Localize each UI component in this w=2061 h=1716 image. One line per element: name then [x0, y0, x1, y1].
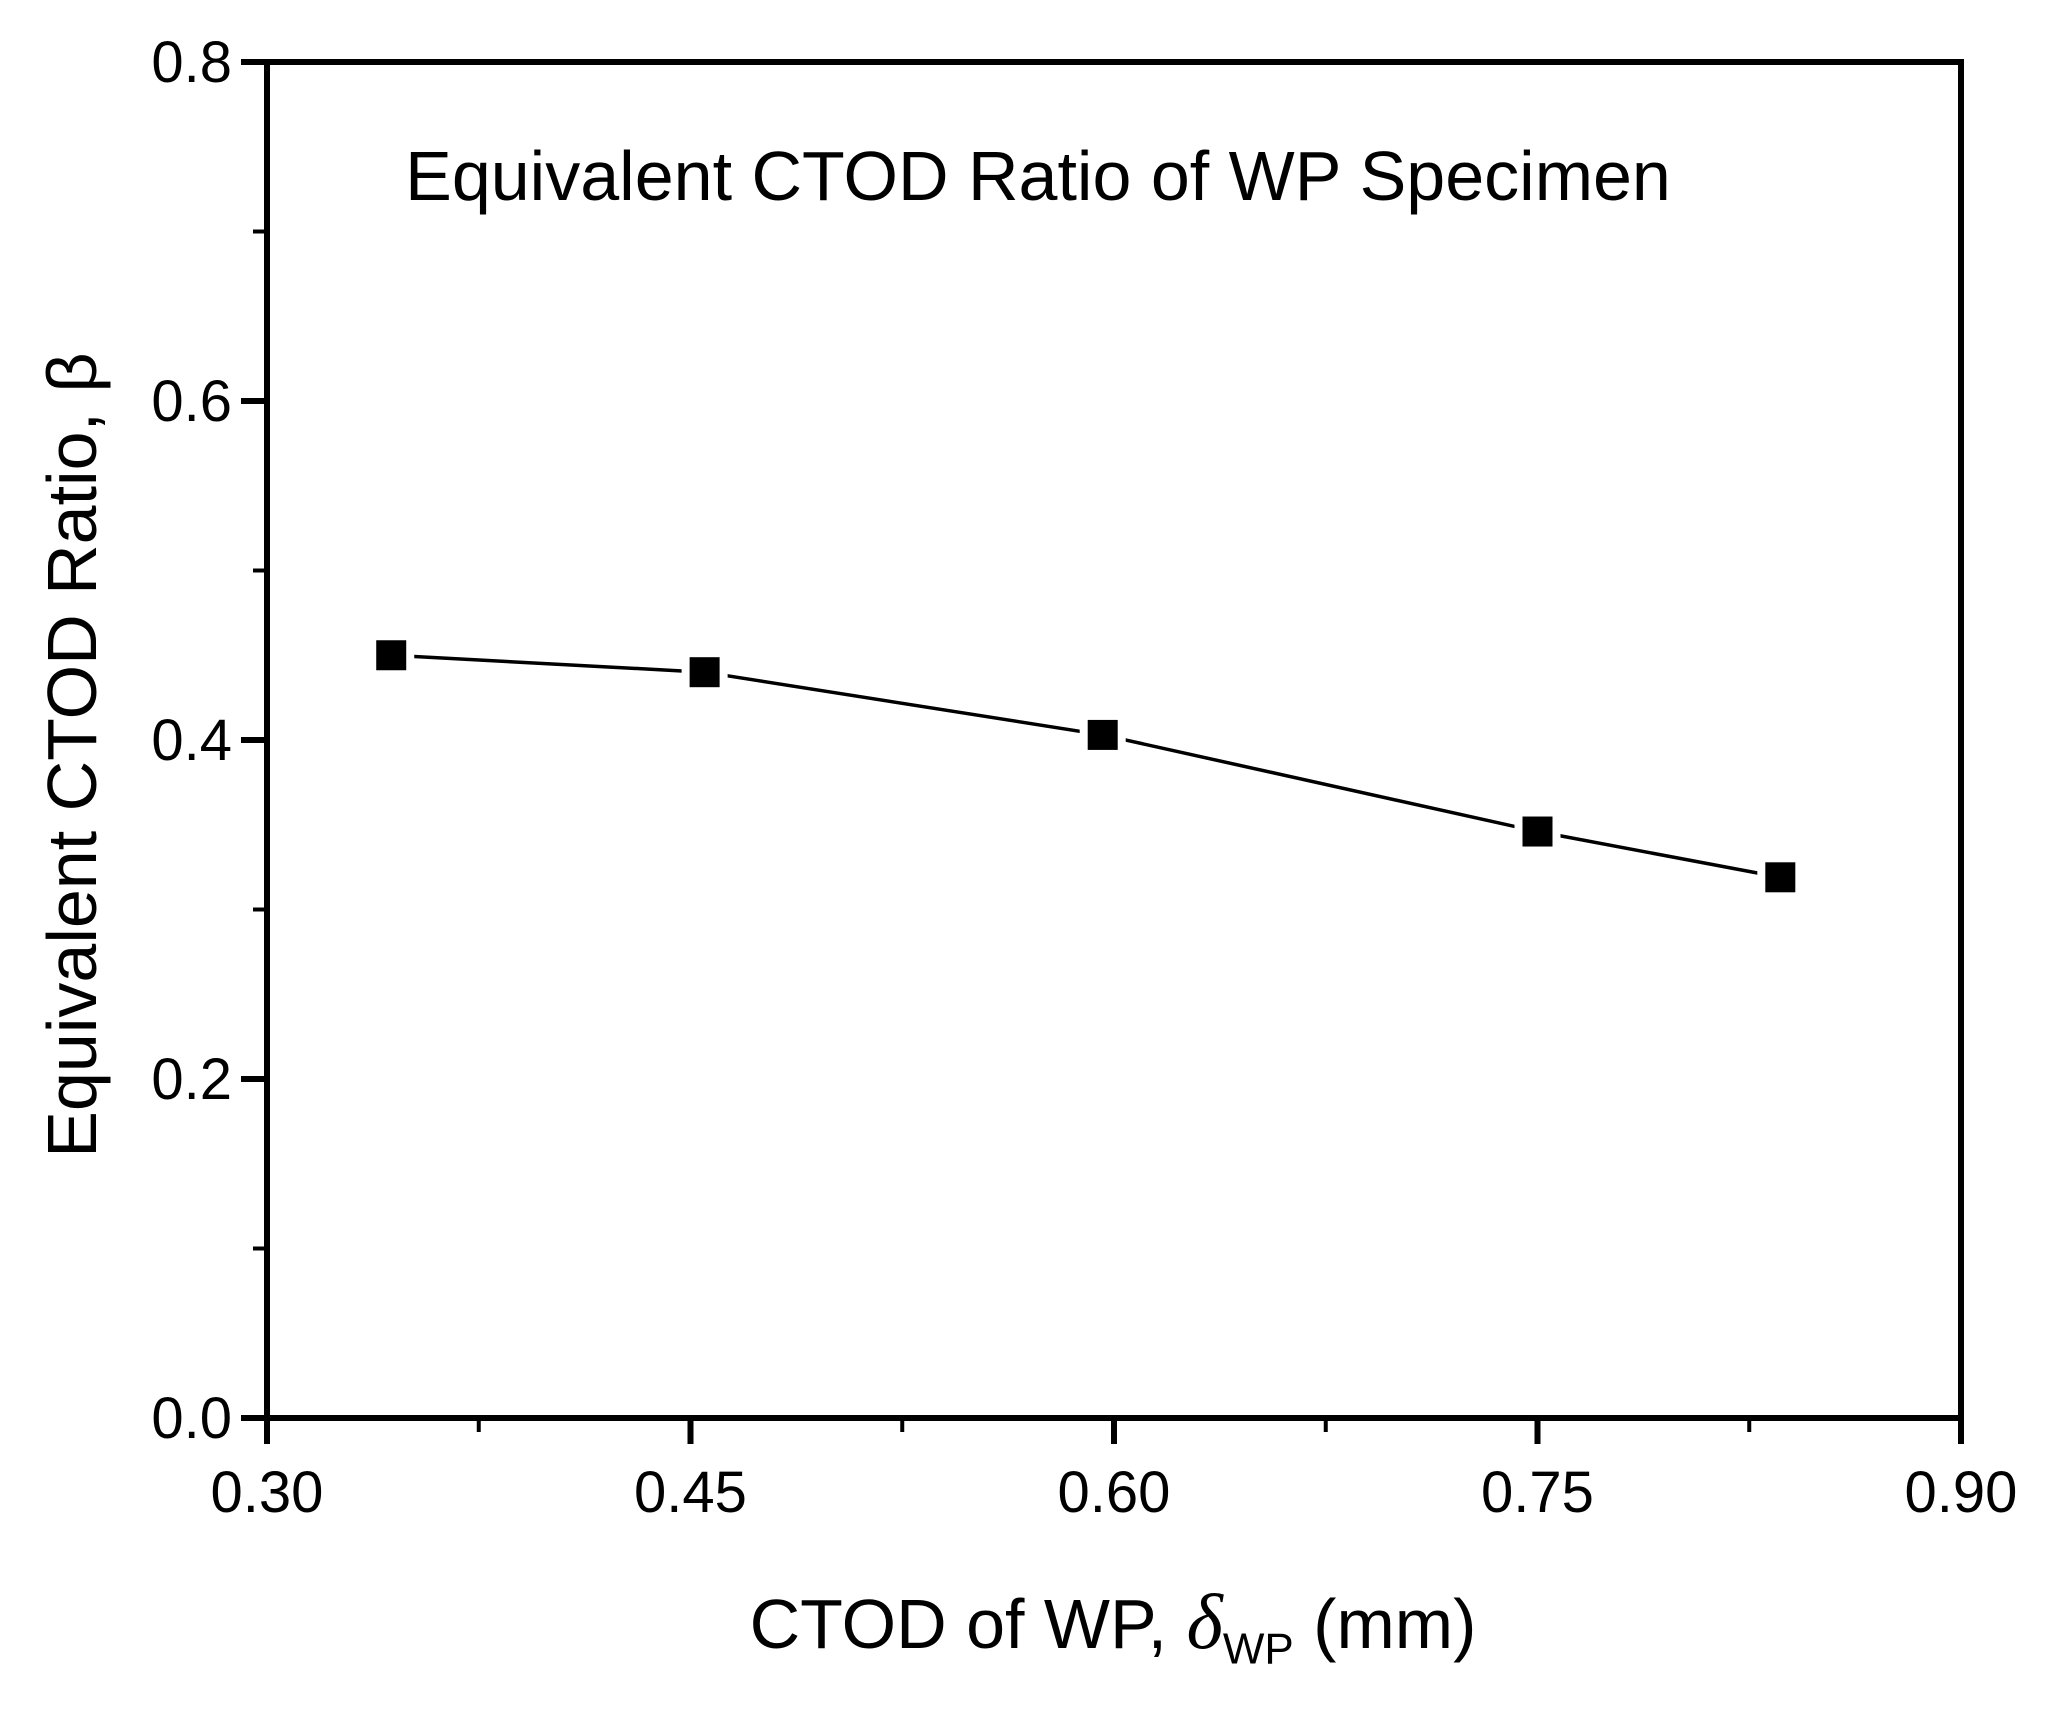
data-point-marker [1522, 816, 1553, 847]
x-axis-label-subscript: WP [1222, 1624, 1294, 1674]
y-tick-label: 0.4 [151, 708, 232, 773]
delta-symbol: δ [1186, 1578, 1223, 1665]
y-tick-label: 0.6 [151, 369, 232, 434]
y-tick-label: 0.2 [151, 1047, 232, 1112]
data-point-marker [1765, 862, 1796, 893]
x-axis-label-unit: (mm) [1293, 1585, 1477, 1663]
x-tick-label: 0.75 [1481, 1460, 1594, 1525]
y-axis-label: Equivalent CTOD Ratio, β [33, 352, 111, 1158]
x-tick-label: 0.60 [1058, 1460, 1171, 1525]
x-tick-label: 0.45 [634, 1460, 747, 1525]
data-point-marker [689, 657, 720, 688]
y-tick-label: 0.0 [151, 1386, 232, 1451]
chart-title: Equivalent CTOD Ratio of WP Specimen [405, 137, 1671, 215]
data-point-marker [376, 640, 407, 671]
x-axis-label-text: CTOD of WP, [749, 1585, 1187, 1663]
y-tick-label: 0.8 [151, 30, 232, 95]
x-axis-label: CTOD of WP, δWP (mm) [749, 1577, 1477, 1671]
series-line [391, 653, 1781, 880]
x-tick-label: 0.90 [1905, 1460, 2018, 1525]
data-point-marker [1087, 719, 1118, 750]
x-tick-label: 0.30 [211, 1460, 324, 1525]
plot-frame [264, 59, 1964, 1421]
